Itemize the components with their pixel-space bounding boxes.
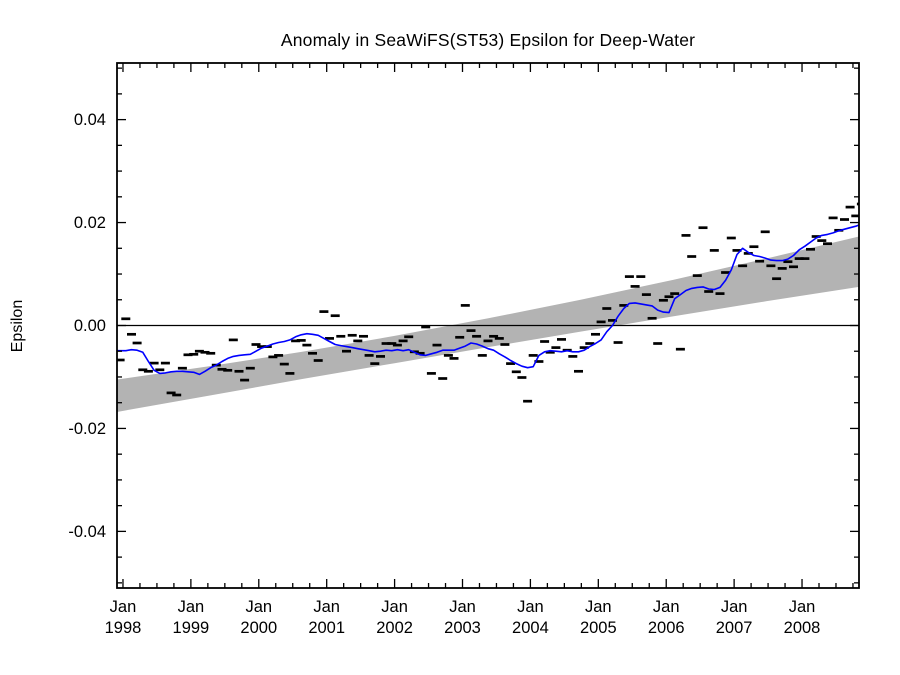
x-tick-label-month: Jan <box>313 598 340 616</box>
x-tick-label-month: Jan <box>585 598 612 616</box>
monthly-anomaly-markers <box>117 202 859 403</box>
x-tick-label-year: 2007 <box>716 619 753 637</box>
y-tick-label: -0.02 <box>68 420 106 438</box>
x-tick-label-year: 1999 <box>173 619 210 637</box>
x-tick-label-year: 2003 <box>444 619 481 637</box>
x-tick-label-month: Jan <box>245 598 272 616</box>
x-tick-label-month: Jan <box>381 598 408 616</box>
y-tick-label: 0.02 <box>74 214 106 232</box>
x-tick-label-month: Jan <box>653 598 680 616</box>
x-tick-label-month: Jan <box>721 598 748 616</box>
x-tick-label-year: 2001 <box>308 619 345 637</box>
x-tick-label-year: 2004 <box>512 619 549 637</box>
y-tick-label: 0.00 <box>74 317 106 335</box>
x-tick-label-month: Jan <box>110 598 137 616</box>
x-tick-label-year: 2005 <box>580 619 617 637</box>
y-tick-label: -0.04 <box>68 523 106 541</box>
x-tick-label-year: 1998 <box>105 619 142 637</box>
x-tick-label-year: 2008 <box>784 619 821 637</box>
x-tick-label-month: Jan <box>517 598 544 616</box>
smoothed-line <box>117 223 859 376</box>
x-tick-label-month: Jan <box>449 598 476 616</box>
x-tick-label-year: 2000 <box>240 619 277 637</box>
x-tick-label-month: Jan <box>178 598 205 616</box>
plot-frame <box>116 62 860 589</box>
x-tick-label-year: 2006 <box>648 619 685 637</box>
trend-band <box>117 236 859 412</box>
chart-title: Anomaly in SeaWiFS(ST53) Epsilon for Dee… <box>280 30 696 50</box>
y-tick-label: 0.04 <box>74 111 106 129</box>
x-tick-label-month: Jan <box>789 598 816 616</box>
x-tick-label-year: 2002 <box>376 619 413 637</box>
